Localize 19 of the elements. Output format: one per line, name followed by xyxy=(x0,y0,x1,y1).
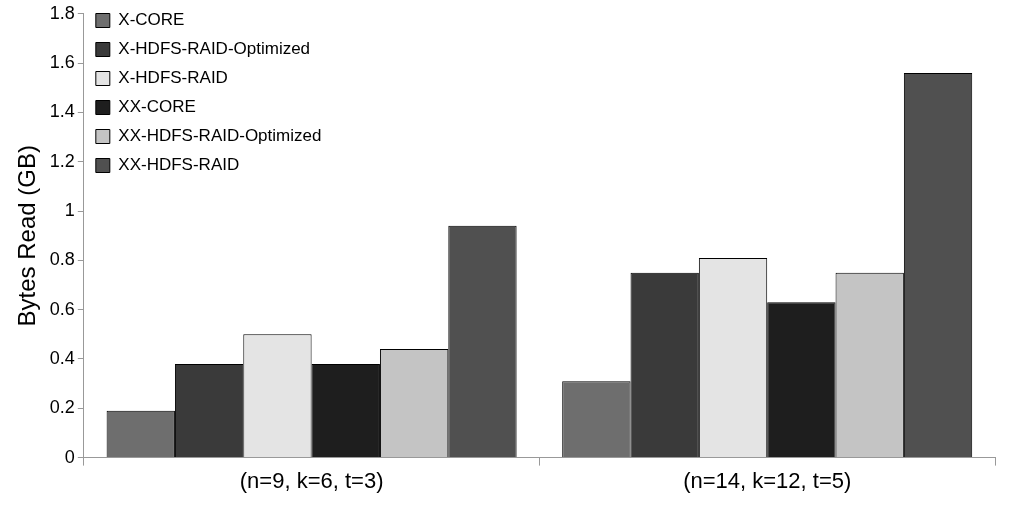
legend-label: X-HDFS-RAID xyxy=(118,68,228,88)
x-tick-label: (n=14, k=12, t=5) xyxy=(683,467,852,493)
legend-label: XX-HDFS-RAID xyxy=(118,155,240,175)
y-tick-label: 0.8 xyxy=(49,249,75,270)
y-tick-label: 0.6 xyxy=(49,298,75,319)
y-axis-title: Bytes Read (GB) xyxy=(13,145,41,327)
y-tick-label: 0.2 xyxy=(49,397,75,418)
y-tick-label: 1 xyxy=(64,200,75,221)
legend-label: X-HDFS-RAID-Optimized xyxy=(118,39,311,59)
legend-label: XX-CORE xyxy=(118,97,196,117)
y-tick-label: 0.4 xyxy=(49,347,75,368)
y-tick-label: 0 xyxy=(64,446,75,467)
y-tick-label: 1.4 xyxy=(49,101,75,122)
legend-label: X-CORE xyxy=(118,10,185,30)
y-tick-label: 1.6 xyxy=(49,52,75,73)
x-tick-label: (n=9, k=6, t=3) xyxy=(239,467,384,493)
legend-label: XX-HDFS-RAID-Optimized xyxy=(118,126,322,146)
y-tick-label: 1.8 xyxy=(49,2,75,23)
y-tick-label: 1.2 xyxy=(49,150,75,171)
